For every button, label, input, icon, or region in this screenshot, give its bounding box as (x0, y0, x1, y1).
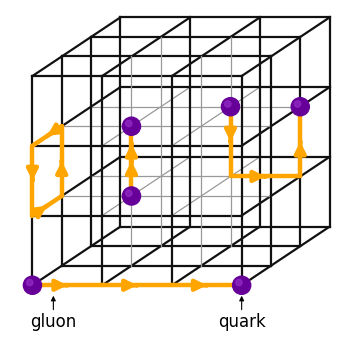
Circle shape (122, 187, 141, 205)
Circle shape (126, 120, 132, 127)
Circle shape (236, 279, 242, 286)
Circle shape (291, 98, 309, 116)
Circle shape (294, 101, 301, 107)
Circle shape (233, 276, 251, 294)
Circle shape (126, 190, 132, 196)
Circle shape (222, 98, 240, 116)
Text: quark: quark (218, 313, 266, 331)
Text: gluon: gluon (30, 313, 76, 331)
Circle shape (27, 279, 33, 286)
Circle shape (225, 101, 231, 107)
Circle shape (23, 276, 42, 294)
Circle shape (122, 117, 141, 135)
